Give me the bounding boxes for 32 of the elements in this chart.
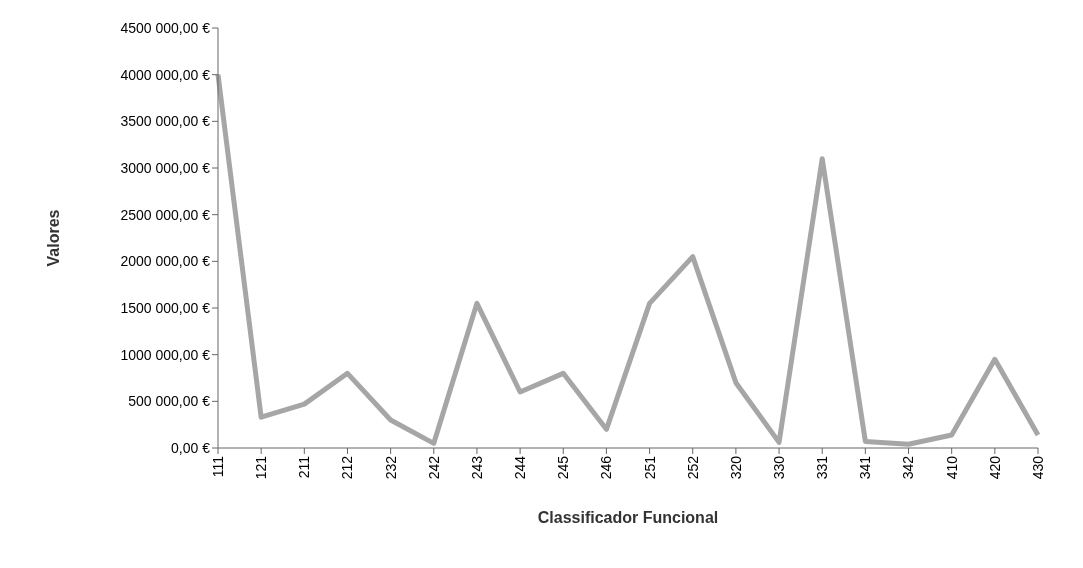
x-tick-label: 242 [425,455,442,480]
x-tick-label: 246 [598,455,615,480]
x-tick-label: 251 [641,455,658,480]
y-tick-label: 4000 000,00 € [120,66,211,83]
x-tick-label: 252 [684,455,701,480]
x-tick-label: 420 [986,455,1003,480]
y-tick-label: 3500 000,00 € [120,113,211,130]
x-tick-label: 211 [296,455,313,479]
y-tick-label: 2000 000,00 € [120,253,211,270]
x-tick-label: 121 [253,455,270,480]
y-axis-title: Valores [44,209,62,267]
x-tick-label: 232 [382,455,399,480]
y-tick-label: 3000 000,00 € [120,159,211,176]
y-tick-label: 1000 000,00 € [120,346,211,363]
x-tick-label: 331 [814,455,831,480]
x-tick-label: 430 [1029,455,1046,480]
x-tick-label: 342 [900,455,917,480]
y-tick-label: 2500 000,00 € [120,206,211,223]
x-tick-label: 341 [857,455,874,480]
x-tick-label: 330 [770,455,787,480]
y-tick-label: 4500 000,00 € [120,19,211,36]
y-tick-label: 1500 000,00 € [120,299,211,316]
x-tick-label: 111 [209,455,226,478]
y-tick-label: 500 000,00 € [128,393,211,410]
x-tick-label: 244 [512,455,529,480]
x-tick-label: 243 [468,455,485,480]
x-tick-label: 212 [339,455,356,480]
x-tick-label: 245 [555,455,572,480]
x-tick-label: 320 [727,455,744,480]
y-tick-label: 0,00 € [171,439,211,456]
x-axis-title: Classificador Funcional [537,509,719,526]
x-tick-label: 410 [943,455,960,480]
